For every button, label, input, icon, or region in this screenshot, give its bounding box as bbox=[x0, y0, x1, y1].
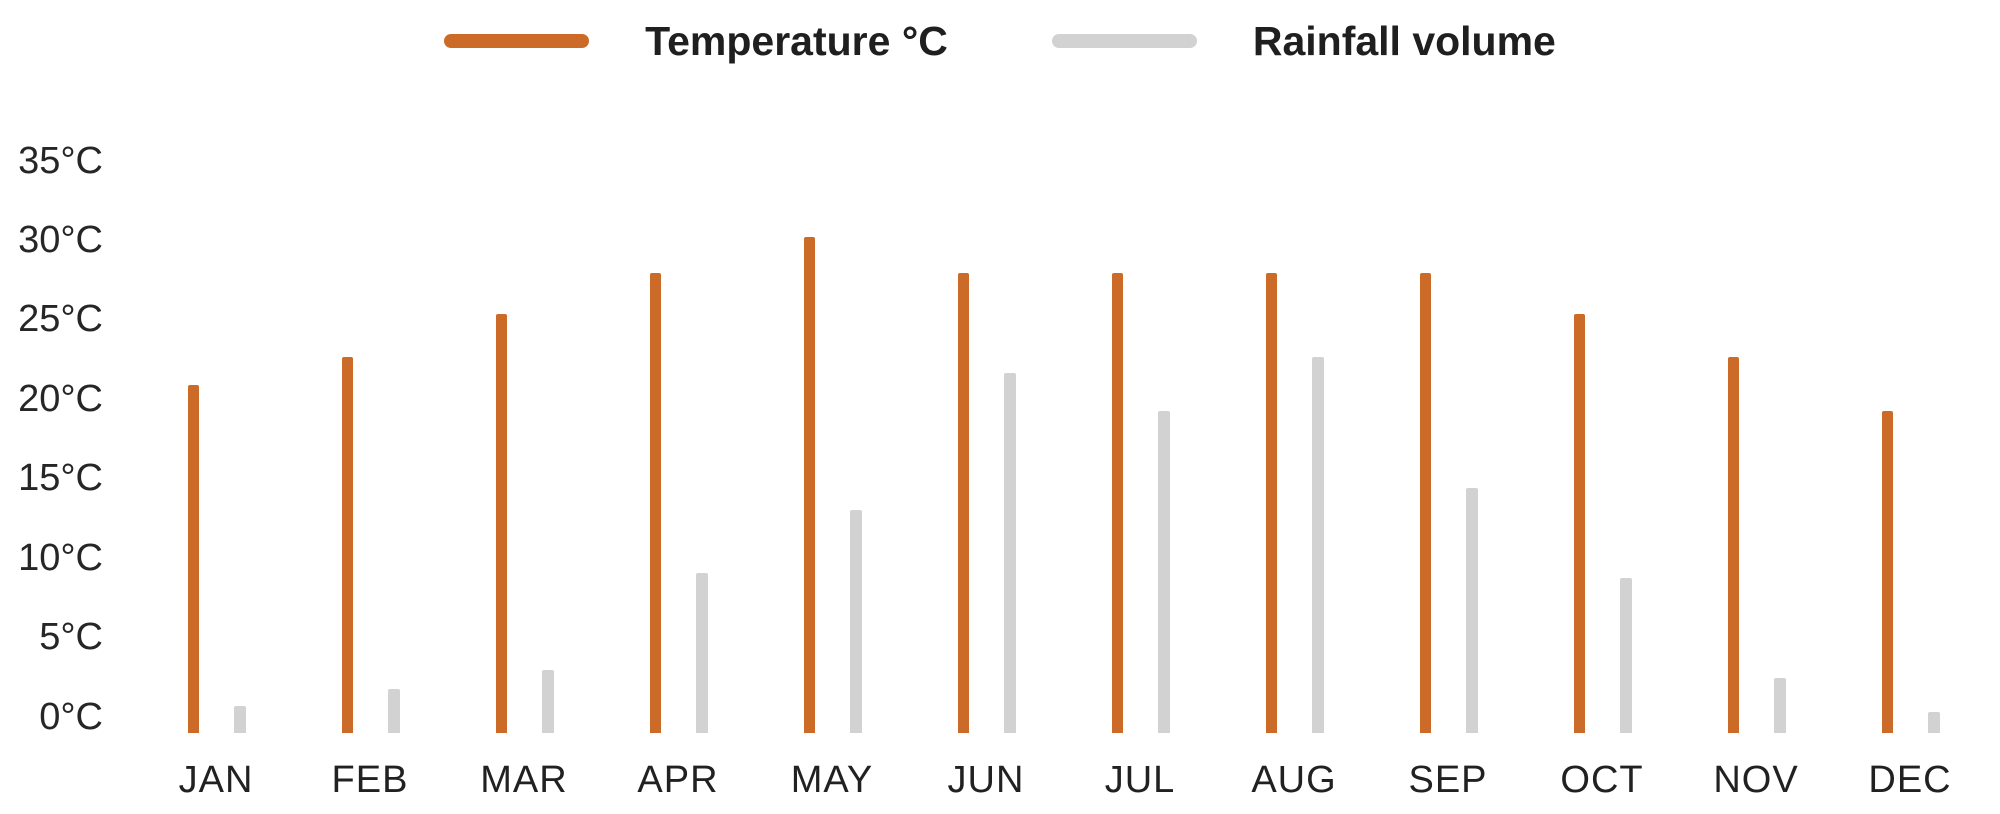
rainfall-bar-sep bbox=[1465, 488, 1478, 733]
x-axis-label-dec: DEC bbox=[1868, 759, 1952, 801]
legend-item-temperature: Temperature °C bbox=[444, 12, 948, 70]
y-axis-tick-label: 10°C bbox=[18, 536, 103, 579]
y-axis-tick-label: 5°C bbox=[39, 616, 103, 659]
y-axis-tick-label: 25°C bbox=[18, 298, 103, 341]
chart-legend: Temperature °C Rainfall volume bbox=[0, 12, 2000, 70]
temperature-bar-jul bbox=[1111, 273, 1123, 733]
legend-label-temperature: Temperature °C bbox=[645, 18, 948, 64]
rainfall-bar-apr bbox=[695, 573, 708, 733]
temperature-bar-jan bbox=[187, 385, 199, 733]
x-axis-label-jul: JUL bbox=[1104, 759, 1176, 801]
x-axis-label-nov: NOV bbox=[1713, 759, 1799, 801]
rainfall-bar-oct bbox=[1619, 578, 1632, 733]
x-axis-label-mar: MAR bbox=[480, 759, 568, 801]
rainfall-bar-dec bbox=[1927, 712, 1940, 733]
rainfall-bar-jul bbox=[1157, 410, 1170, 733]
rainfall-bar-aug bbox=[1311, 356, 1324, 733]
x-axis-label-jun: JUN bbox=[947, 759, 1025, 801]
temperature-bar-mar bbox=[495, 314, 507, 733]
temperature-bar-sep bbox=[1419, 273, 1431, 733]
temperature-bar-may bbox=[803, 236, 815, 733]
rainfall-bar-jun bbox=[1003, 372, 1016, 733]
temperature-bar-aug bbox=[1265, 273, 1277, 733]
x-axis-label-may: MAY bbox=[790, 759, 874, 801]
legend-item-rainfall: Rainfall volume bbox=[1051, 12, 1556, 70]
rainfall-bar-mar bbox=[541, 669, 554, 733]
x-axis-label-jan: JAN bbox=[178, 759, 254, 801]
rainfall-bar-feb bbox=[387, 688, 400, 733]
rainfall-bar-jan bbox=[233, 706, 246, 733]
y-axis-tick-label: 20°C bbox=[18, 377, 103, 420]
x-axis-label-oct: OCT bbox=[1560, 759, 1644, 801]
rainfall-swatch-icon bbox=[1051, 34, 1197, 48]
temperature-bar-jun bbox=[957, 273, 969, 733]
x-axis-label-feb: FEB bbox=[331, 759, 409, 801]
temperature-bar-feb bbox=[341, 356, 353, 733]
legend-label-rainfall: Rainfall volume bbox=[1252, 18, 1556, 64]
y-axis-tick-label: 15°C bbox=[18, 457, 103, 500]
rainfall-bar-nov bbox=[1773, 677, 1786, 733]
temperature-bar-dec bbox=[1881, 410, 1893, 733]
y-axis-tick-label: 30°C bbox=[18, 219, 103, 261]
x-axis-label-apr: APR bbox=[637, 759, 719, 801]
x-axis-label-aug: AUG bbox=[1251, 759, 1337, 801]
rainfall-bar-may bbox=[849, 510, 862, 733]
temperature-bar-oct bbox=[1573, 314, 1585, 733]
y-axis-tick-label: 0°C bbox=[39, 695, 103, 738]
x-axis-label-sep: SEP bbox=[1408, 759, 1488, 801]
temperature-bar-nov bbox=[1727, 356, 1739, 733]
temperature-swatch-icon bbox=[444, 34, 590, 48]
temperature-bar-apr bbox=[649, 273, 661, 733]
y-axis-tick-label: 35°C bbox=[18, 139, 103, 182]
